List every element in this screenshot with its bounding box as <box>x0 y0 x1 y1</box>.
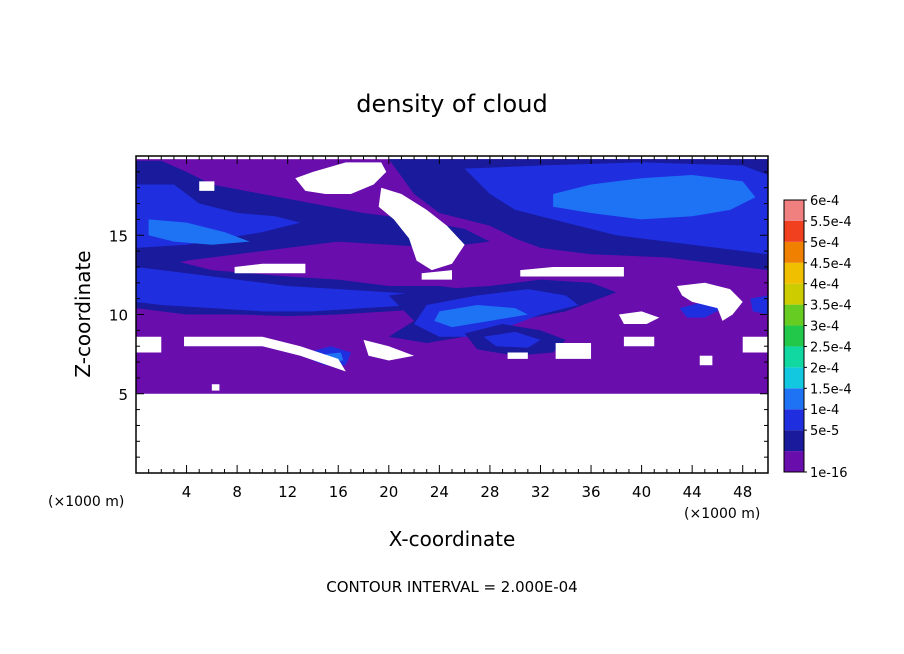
cloud-free-area-clear-16 <box>699 355 713 366</box>
density-region-mid-left-core <box>136 266 440 312</box>
x-tick-label: 32 <box>531 483 550 501</box>
colorbar: 1e-16 5e-5 1e-4 1.5e-4 2e-4 2.5e-4 3e-4 3.5e-4 4… <box>783 194 852 481</box>
cloud-free-area-clear-17 <box>211 384 220 391</box>
colorbar-swatch <box>784 220 804 242</box>
cloud-free-area-clear-13 <box>555 343 592 359</box>
colorbar-swatch <box>784 325 804 347</box>
cloud-free-area-clear-8 <box>618 311 660 325</box>
density-region-upper-left-high <box>148 219 250 245</box>
contour-interval-note: CONTOUR INTERVAL = 2.000E-04 <box>326 578 577 596</box>
cloud-free-area-clear-3 <box>199 181 215 191</box>
x-unit-left: (×1000 m) <box>48 494 124 510</box>
colorbar-label: 4e-4 <box>810 278 839 293</box>
y-tick-label: 5 <box>118 386 128 404</box>
x-axis-label: X-coordinate <box>389 527 516 551</box>
density-region-lower-blob-core <box>483 331 541 348</box>
plot-area <box>136 159 768 394</box>
colorbar-swatch <box>784 388 804 410</box>
colorbar-label: 1e-4 <box>810 403 839 418</box>
x-tick-label: 16 <box>329 483 348 501</box>
x-tick-label: 36 <box>581 483 600 501</box>
colorbar-label: 5e-5 <box>810 424 839 439</box>
colorbar-swatch <box>784 346 804 368</box>
colorbar-label: 5.5e-4 <box>810 215 852 230</box>
x-unit-right: (×1000 m) <box>684 506 760 522</box>
x-tick-label: 20 <box>379 483 398 501</box>
chart-title: density of cloud <box>356 90 547 118</box>
cloud-free-area-clear-14 <box>623 336 655 347</box>
colorbar-label: 3e-4 <box>810 320 839 335</box>
colorbar-label: 1.5e-4 <box>810 382 852 397</box>
cloud-free-area-clear-1 <box>295 162 387 195</box>
cloud-free-area-clear-11 <box>363 339 415 361</box>
x-tick-label: 40 <box>632 483 651 501</box>
density-region-upper-right-high <box>553 175 756 220</box>
density-region-mid-right-high <box>434 304 528 328</box>
density-region-upper-left-band <box>136 160 490 274</box>
x-tick-label: 48 <box>733 483 752 501</box>
x-tick-label: 12 <box>278 483 297 501</box>
colorbar-label: 2e-4 <box>810 361 839 376</box>
cloud-free-area-clear-10 <box>184 336 346 372</box>
x-tick-label: 28 <box>480 483 499 501</box>
colorbar-label: 2.5e-4 <box>810 340 852 355</box>
x-tick-label: 4 <box>182 483 192 501</box>
x-tick-label: 24 <box>430 483 449 501</box>
colorbar-label: 5e-4 <box>810 236 839 251</box>
colorbar-swatch <box>784 283 804 305</box>
cloud-free-area-clear-9 <box>136 336 162 353</box>
cloud-free-area-clear-4 <box>234 263 306 274</box>
colorbar-label: 3.5e-4 <box>810 299 852 314</box>
cloud-free-area-clear-12 <box>507 352 528 359</box>
cloud-free-area-clear-2 <box>378 187 465 271</box>
colorbar-label: 1e-16 <box>810 466 848 481</box>
colorbar-swatch <box>784 241 804 263</box>
colorbar-label: 4.5e-4 <box>810 257 852 272</box>
colorbar-swatch <box>784 304 804 326</box>
colorbar-swatch <box>784 430 804 452</box>
colorbar-swatch <box>784 262 804 284</box>
cloud-free-area-clear-6 <box>520 266 624 277</box>
colorbar-swatch <box>784 367 804 389</box>
density-region-far-right-blob <box>750 295 768 315</box>
y-axis-label: Z-coordinate <box>71 250 95 377</box>
cloud-free-area-clear-15 <box>742 336 768 353</box>
colorbar-swatch <box>784 200 804 221</box>
x-tick-label: 8 <box>232 483 242 501</box>
colorbar-frame <box>783 199 805 473</box>
colorbar-swatch <box>784 451 804 472</box>
cloud-free-area-clear-7 <box>676 282 743 321</box>
x-tick-label: 44 <box>683 483 702 501</box>
y-tick-label: 10 <box>109 307 128 325</box>
y-tick-label: 15 <box>109 227 128 245</box>
colorbar-label: 6e-4 <box>810 194 839 209</box>
cloud-free-area-clear-5 <box>421 270 452 280</box>
colorbar-swatch <box>784 409 804 431</box>
